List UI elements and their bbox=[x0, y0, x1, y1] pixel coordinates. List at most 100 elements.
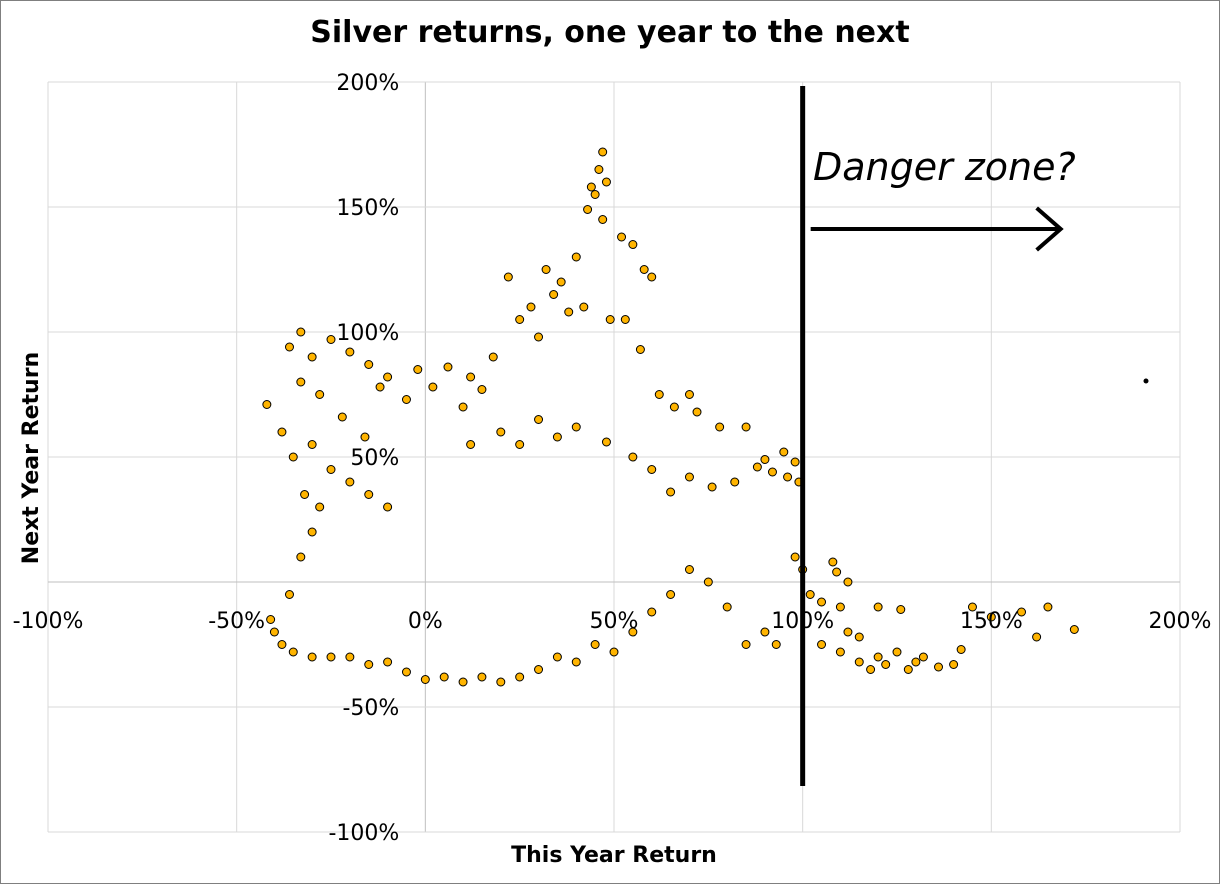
scatter-point bbox=[579, 302, 589, 312]
scatter-point bbox=[296, 377, 306, 387]
scatter-point bbox=[266, 615, 276, 624]
scatter-point bbox=[534, 665, 544, 674]
scatter-point bbox=[383, 372, 393, 382]
y-tick-label: -50% bbox=[342, 696, 399, 721]
scatter-point bbox=[986, 612, 996, 622]
scatter-point bbox=[571, 252, 581, 262]
y-axis-label: Next Year Return bbox=[19, 352, 44, 564]
tick-labels: -100%-50%0%50%100%150%200%200%150%100%50… bbox=[13, 71, 1212, 846]
scatter-point bbox=[477, 672, 487, 682]
scatter-point bbox=[288, 647, 298, 657]
scatter-point bbox=[383, 502, 393, 512]
scatter-point bbox=[269, 627, 279, 637]
scatter-point bbox=[571, 422, 581, 432]
scatter-point bbox=[503, 272, 513, 282]
x-axis-label: This Year Return bbox=[511, 843, 717, 868]
x-tick-label: 200% bbox=[1149, 609, 1212, 634]
scatter-point bbox=[458, 402, 468, 412]
scatter-point bbox=[873, 602, 883, 612]
scatter-point bbox=[843, 627, 853, 637]
scatter-point bbox=[439, 672, 449, 682]
scatter-point bbox=[375, 382, 385, 392]
scatter-point bbox=[866, 665, 876, 674]
scatter-point bbox=[911, 657, 921, 667]
scatter-point bbox=[669, 402, 679, 412]
scatter-point bbox=[586, 182, 596, 192]
scatter-point bbox=[552, 652, 562, 662]
scatter-point bbox=[590, 190, 600, 199]
scatter-point bbox=[315, 502, 325, 512]
scatter-point bbox=[288, 452, 298, 462]
scatter-point bbox=[854, 657, 864, 667]
scatter-point bbox=[420, 675, 430, 684]
scatter-point bbox=[790, 457, 800, 467]
scatter-point bbox=[835, 602, 845, 612]
scatter-point bbox=[601, 437, 611, 447]
scatter-point bbox=[364, 490, 374, 499]
scatter-point bbox=[590, 640, 600, 649]
scatter-point bbox=[284, 342, 294, 352]
scatter-point bbox=[401, 395, 411, 404]
scatter-point bbox=[300, 490, 310, 499]
danger-arrow bbox=[810, 206, 1064, 252]
scatter-point bbox=[598, 147, 608, 157]
scatter-point bbox=[617, 232, 627, 242]
scatter-point bbox=[715, 422, 725, 432]
scatter-point bbox=[832, 567, 842, 577]
scatter-point bbox=[277, 640, 287, 649]
scatter-point bbox=[779, 447, 789, 457]
scatter-point bbox=[783, 472, 793, 482]
x-tick-label: 0% bbox=[408, 609, 443, 634]
scatter-point bbox=[1017, 607, 1027, 617]
scatter-point bbox=[515, 315, 525, 324]
y-tick-label: 100% bbox=[336, 321, 399, 346]
x-tick-label: 150% bbox=[960, 609, 1023, 634]
data-points bbox=[262, 147, 1149, 687]
scatter-point bbox=[477, 385, 487, 394]
scatter-point bbox=[601, 177, 611, 187]
scatter-point bbox=[620, 315, 630, 324]
scatter-point bbox=[790, 552, 800, 562]
scatter-point bbox=[635, 345, 645, 354]
scatter-point bbox=[364, 660, 374, 669]
scatter-point bbox=[315, 390, 325, 399]
scatter-point bbox=[277, 427, 287, 437]
scatter-point bbox=[466, 440, 476, 449]
scatter-point bbox=[835, 647, 845, 657]
scatter-point bbox=[703, 577, 713, 587]
scatter-point bbox=[741, 640, 751, 649]
scatter-point bbox=[752, 462, 762, 472]
scatter-point bbox=[967, 602, 977, 612]
scatter-point bbox=[918, 652, 928, 662]
scatter-point bbox=[767, 467, 777, 477]
scatter-point bbox=[549, 290, 559, 299]
scatter-point bbox=[684, 472, 694, 482]
danger-zone-annotation: Danger zone? bbox=[813, 145, 1076, 189]
scatter-point bbox=[647, 272, 657, 282]
scatter-point bbox=[466, 372, 476, 382]
scatter-point bbox=[337, 412, 347, 422]
scatter-point bbox=[628, 240, 638, 249]
y-tick-label: -100% bbox=[328, 821, 399, 846]
scatter-point bbox=[496, 427, 506, 437]
scatter-point bbox=[443, 362, 453, 372]
scatter-point bbox=[628, 452, 638, 462]
stray-marker bbox=[1143, 378, 1149, 384]
scatter-point bbox=[488, 352, 498, 362]
scatter-point bbox=[654, 390, 664, 399]
scatter-point bbox=[594, 165, 604, 174]
scatter-point bbox=[873, 652, 883, 662]
scatter-point bbox=[1069, 625, 1079, 634]
scatter-point bbox=[666, 487, 676, 497]
scatter-point bbox=[760, 627, 770, 637]
scatter-point bbox=[628, 627, 638, 637]
scatter-point bbox=[843, 577, 853, 587]
scatter-point bbox=[771, 640, 781, 649]
scatter-point bbox=[262, 400, 272, 409]
scatter-point bbox=[515, 440, 525, 449]
scatter-point bbox=[401, 667, 411, 677]
scatter-point bbox=[741, 422, 751, 432]
scatter-point bbox=[360, 432, 370, 442]
scatter-point bbox=[307, 527, 317, 537]
